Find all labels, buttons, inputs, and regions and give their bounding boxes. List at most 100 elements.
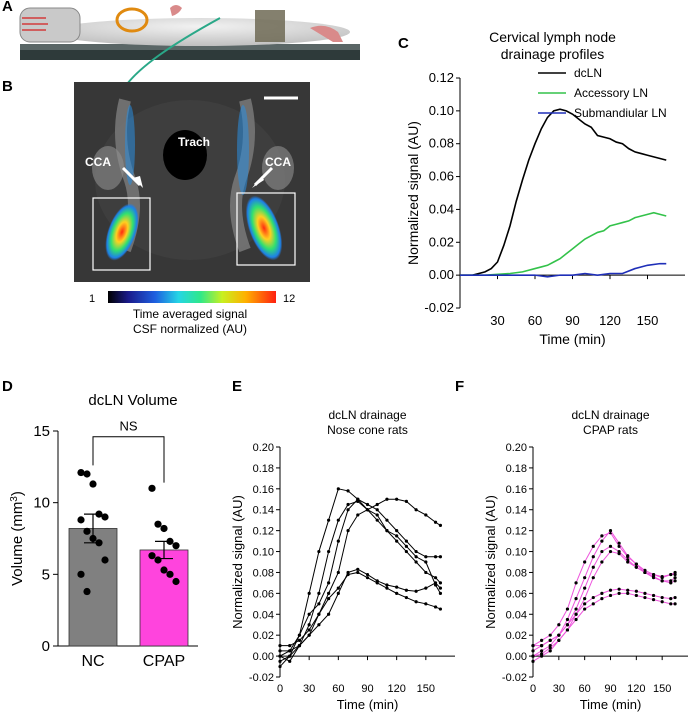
data-point: [95, 539, 103, 547]
data-point: [404, 539, 408, 543]
y-tick-label: 0.06: [506, 588, 527, 600]
y-tick-label: 0.10: [429, 103, 454, 118]
x-tick-label: CPAP: [143, 653, 185, 670]
data-point: [288, 654, 292, 658]
y-axis-title: Normalized signal (AU): [483, 495, 498, 629]
data-point: [101, 556, 109, 564]
data-point: [548, 633, 552, 637]
series-line: [280, 568, 441, 652]
x-axis-title: Time (min): [580, 697, 642, 712]
chart-title-line1: dcLN drainage: [328, 408, 406, 422]
data-point: [356, 570, 360, 575]
data-point: [327, 591, 331, 595]
data-point: [438, 555, 443, 559]
rat-illustration: [19, 5, 360, 97]
data-point: [583, 607, 587, 611]
data-point: [288, 644, 292, 648]
y-tick-label: -0.02: [424, 300, 454, 315]
data-point: [101, 513, 109, 521]
y-tick-label: 0.14: [506, 505, 527, 517]
data-point: [297, 633, 302, 637]
y-tick-label: 0.00: [253, 651, 274, 663]
dcln-right-hotspot: [245, 195, 283, 261]
trachea: [163, 130, 207, 180]
data-point: [307, 628, 311, 632]
data-point: [166, 537, 174, 545]
data-point: [565, 617, 570, 622]
x-tick-label: 0: [530, 683, 536, 695]
data-point: [608, 544, 613, 548]
data-point: [433, 555, 438, 559]
data-point: [160, 524, 168, 533]
data-point: [154, 556, 162, 564]
data-point: [327, 612, 331, 616]
data-point: [89, 534, 97, 543]
data-point: [557, 638, 561, 643]
data-point: [438, 607, 443, 611]
data-point: [336, 591, 340, 595]
data-point: [395, 529, 399, 533]
data-point: [414, 589, 418, 593]
chart-d: dcLN Volume 0 5 10 15 Volume (mm3) NC CPAP NS: [9, 392, 198, 670]
data-point: [317, 591, 321, 595]
data-point: [365, 508, 370, 512]
panel-label-d: D: [2, 378, 13, 395]
data-point: [600, 596, 604, 601]
data-point: [574, 617, 578, 622]
data-point: [617, 591, 621, 595]
series-line: [460, 211, 667, 276]
data-point: [433, 576, 438, 580]
y-tick-label: 0.16: [506, 484, 527, 496]
data-point: [278, 664, 282, 669]
data-point: [660, 600, 664, 604]
paw-icon: [170, 5, 182, 16]
data-point: [336, 539, 340, 543]
data-point: [634, 565, 638, 569]
x-tick-label: 60: [579, 683, 591, 695]
data-point: [317, 612, 321, 616]
y-tick-label: 0.00: [429, 267, 454, 282]
data-point: [297, 638, 302, 643]
legend-label: Accessory LN: [574, 86, 648, 100]
chart-title-line1: dcLN drainage: [571, 408, 649, 422]
chart-c: -0.02 0.00 0.02 0.04 0.06 0.08 0.10 0.12 30 60 90 1…: [405, 29, 685, 347]
data-point: [634, 593, 638, 598]
data-point: [77, 516, 85, 524]
data-point: [574, 596, 578, 601]
x-tick-label: 120: [627, 683, 645, 695]
label-cca-left: CCA: [85, 155, 111, 169]
data-point: [565, 623, 570, 627]
data-point: [288, 649, 292, 653]
series-line: [279, 488, 441, 657]
data-point: [617, 544, 621, 548]
data-point: [600, 560, 604, 564]
data-point: [433, 520, 438, 524]
y-tick-label: 0.16: [253, 484, 274, 496]
data-point: [414, 549, 418, 554]
data-point: [346, 508, 350, 512]
data-point: [643, 595, 647, 600]
data-point: [327, 581, 331, 585]
data-point: [365, 572, 370, 577]
data-point: [583, 576, 587, 580]
data-point: [591, 602, 595, 606]
data-point: [336, 586, 340, 590]
y-tick-label: 15: [33, 423, 50, 440]
data-point: [673, 602, 677, 606]
x-tick-label: 30: [303, 683, 315, 695]
data-point: [385, 497, 389, 501]
data-point: [600, 591, 604, 595]
data-point: [424, 570, 428, 575]
data-point: [433, 581, 438, 585]
data-point: [327, 596, 331, 601]
data-point: [404, 595, 408, 600]
data-point: [278, 649, 282, 653]
data-point: [414, 560, 418, 564]
data-point: [317, 549, 321, 554]
panel-label-e: E: [232, 378, 243, 395]
x-tick-label: 90: [361, 683, 373, 695]
data-point: [557, 623, 561, 627]
data-point: [424, 560, 428, 564]
data-point: [673, 570, 677, 575]
data-point: [404, 544, 408, 548]
